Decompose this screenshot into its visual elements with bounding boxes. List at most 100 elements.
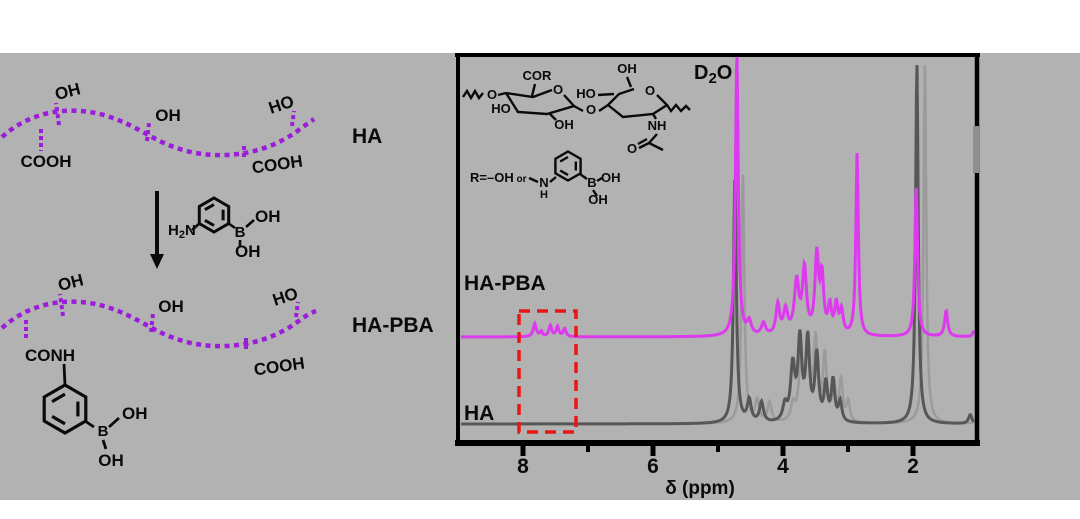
x-axis-ticks (520, 446, 916, 456)
oxygen-label: O (586, 102, 596, 117)
bond (191, 222, 201, 231)
hydroxyl-label: OH (158, 297, 184, 316)
spectrum-ha-ghost (461, 65, 975, 426)
bond (648, 141, 664, 152)
chain-tick (290, 110, 296, 127)
x-axis-tick-label: 4 (777, 455, 789, 478)
bond (245, 219, 255, 228)
hydroxyl-label: OH (122, 404, 148, 423)
benzene-ring (197, 196, 231, 234)
oxygen-label: O (627, 141, 637, 156)
inset-bonds (462, 76, 691, 197)
r-oh: –OH (487, 170, 514, 185)
squiggle-bond (462, 88, 484, 101)
x-axis-title: δ (ppm) (665, 478, 735, 499)
amide-nh-label: NH (648, 118, 667, 133)
bond (497, 91, 507, 97)
figure-background (0, 53, 1080, 500)
squiggle-bond (666, 103, 691, 114)
hydroxyl-label: HO (266, 92, 296, 118)
chain-tick (54, 102, 61, 126)
oxygen-label: O (487, 87, 497, 102)
bond (108, 416, 120, 429)
bond (638, 141, 650, 150)
chain-backbone (0, 108, 316, 158)
r-or: or (514, 174, 527, 185)
bond (62, 363, 67, 386)
nitrogen-label: N (539, 175, 548, 190)
hydroxyl-label: HO (270, 284, 300, 310)
bond (625, 76, 633, 88)
benzene-ring (42, 383, 88, 435)
bond (648, 133, 658, 144)
bond (637, 137, 648, 146)
amine-sub: 2 (179, 229, 185, 241)
carboxyl-label: COOH (21, 152, 72, 171)
x-axis-tick-label: 6 (647, 455, 659, 478)
r-eq: R= (470, 170, 487, 185)
benzene-ring (554, 150, 582, 182)
amine-n: N (185, 222, 196, 239)
bond (530, 83, 537, 97)
sugar-ring-2 (607, 87, 669, 119)
reaction-scheme: OH OH HO COOH COOH HA H2N B OH OH (0, 79, 434, 470)
hydrogen-label: H (540, 189, 548, 201)
trace-label-ha-pba: HA-PBA (464, 272, 546, 295)
chain-backbone (0, 299, 317, 349)
carboxyl-label: COOH (251, 152, 304, 178)
bond (597, 92, 615, 97)
apba-reagent: H2N B OH OH (168, 196, 281, 261)
reaction-arrow (150, 191, 164, 269)
bond (549, 113, 557, 121)
inset-structure: COR O O O OH HO HO OH O NH O R=–OH or N … (462, 61, 691, 207)
bond (528, 176, 539, 184)
hydroxyl-label: OH (554, 117, 574, 132)
r-definition: R=–OH or (470, 170, 527, 185)
bond (651, 113, 658, 120)
x-axis-tick-label: 8 (517, 455, 529, 478)
hydroxyl-label: OH (601, 170, 621, 185)
chain-tick (294, 301, 300, 318)
hydroxyl-label: HO (491, 101, 511, 116)
oxygen-label: O (645, 83, 655, 98)
bond (596, 176, 603, 183)
amine-h: H (168, 222, 179, 239)
bond (549, 176, 557, 183)
chain-tick (58, 293, 65, 317)
d2o-sub: 2 (708, 70, 716, 87)
hydroxyl-label: OH (98, 451, 124, 470)
nmr-panel: 8 6 4 2 δ (ppm) HA-PBA HA D2O (455, 53, 980, 499)
boron-label: B (587, 175, 596, 190)
panel-border (455, 53, 980, 446)
hydroxyl-label: OH (235, 242, 261, 261)
ha-pba-label: HA-PBA (352, 314, 434, 337)
bond (573, 104, 584, 113)
chain-tick (149, 313, 155, 333)
bond (84, 419, 95, 429)
d2o-d: D (694, 62, 708, 84)
bond (598, 104, 609, 112)
cor-label: COR (523, 68, 553, 83)
bond (592, 189, 598, 197)
hydroxyl-label: HO (576, 86, 596, 101)
aromatic-region-highlight-box (517, 309, 578, 434)
trace-label-ha: HA (464, 402, 494, 425)
hydroxyl-label: OH (56, 270, 85, 295)
spectrum-ha-pba (461, 57, 976, 339)
carboxyl-label: COOH (253, 354, 306, 380)
hydroxyl-label: OH (255, 207, 281, 226)
bond (227, 221, 236, 230)
bond (101, 439, 108, 450)
d2o-label: D2O (694, 62, 732, 87)
d2o-o: O (717, 62, 733, 84)
chain-tick (145, 122, 151, 142)
arrow-head (150, 254, 164, 269)
bond (579, 173, 588, 180)
boron-label: B (98, 423, 109, 440)
polymer-chain-ha-pba (0, 293, 317, 351)
boron-label: B (235, 224, 246, 241)
scan-artifact (973, 126, 979, 173)
polymer-chain-ha (0, 102, 316, 158)
oxygen-label: O (553, 82, 563, 97)
